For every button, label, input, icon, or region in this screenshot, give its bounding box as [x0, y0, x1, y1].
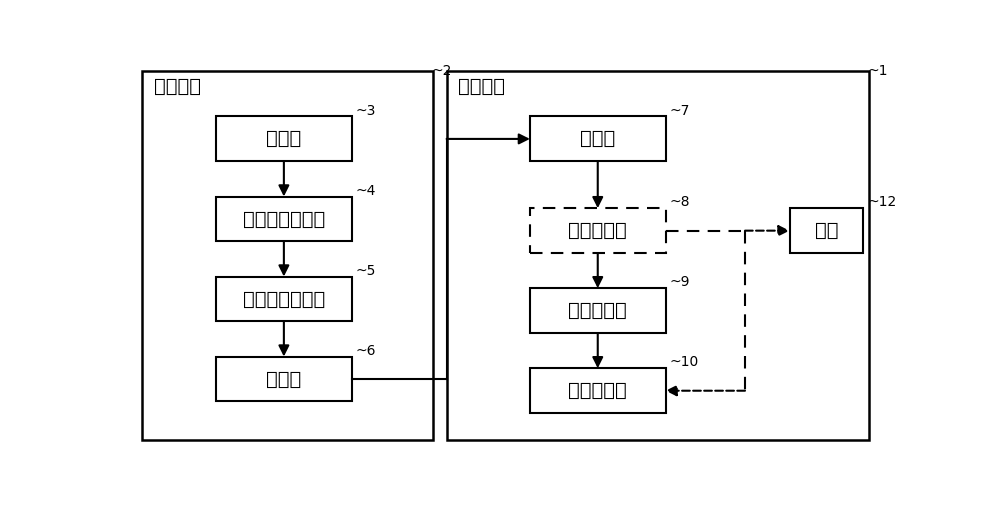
Text: 送信部: 送信部 [266, 370, 302, 388]
Text: 车辆信息获取部: 车辆信息获取部 [243, 209, 325, 229]
Text: ~2: ~2 [431, 63, 452, 78]
Text: 评价信息输入部: 评价信息输入部 [243, 289, 325, 308]
Text: ~9: ~9 [669, 275, 690, 289]
Bar [216, 117, 352, 161]
Text: ~6: ~6 [356, 344, 376, 358]
Bar [216, 356, 352, 402]
Bar [530, 368, 666, 413]
Text: ~4: ~4 [356, 184, 376, 198]
Bar [790, 208, 863, 253]
Text: ~12: ~12 [867, 195, 896, 209]
Text: 信息判断部: 信息判断部 [568, 221, 627, 240]
Bar [447, 70, 869, 440]
Bar [530, 117, 666, 161]
Text: 评价车辆: 评价车辆 [154, 77, 201, 96]
Text: ~3: ~3 [356, 103, 376, 118]
Bar [530, 208, 666, 253]
Text: ~10: ~10 [669, 355, 699, 370]
Text: ~8: ~8 [669, 195, 690, 209]
Text: 收信部: 收信部 [580, 129, 615, 149]
Bar [216, 197, 352, 241]
Bar [142, 70, 433, 440]
Text: ~7: ~7 [669, 103, 690, 118]
Text: 云端: 云端 [815, 221, 838, 240]
Text: 信息通知部: 信息通知部 [568, 381, 627, 400]
Bar [216, 276, 352, 321]
Text: ~5: ~5 [356, 264, 376, 278]
Text: ~1: ~1 [867, 63, 888, 78]
Text: 信息存储部: 信息存储部 [568, 301, 627, 320]
Text: 对象车辆: 对象车辆 [458, 77, 505, 96]
Bar [530, 288, 666, 333]
Text: 输入部: 输入部 [266, 129, 302, 149]
